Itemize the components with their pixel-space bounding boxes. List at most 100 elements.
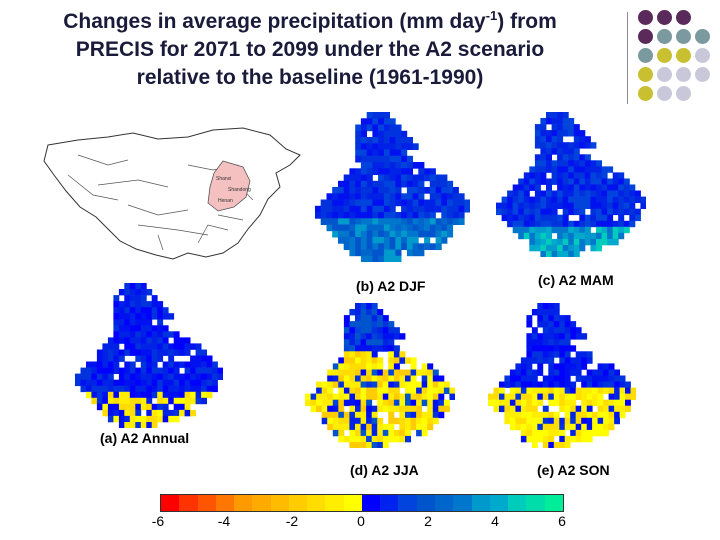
grid-cell bbox=[540, 178, 547, 185]
grid-cell bbox=[435, 187, 442, 194]
grid-cell bbox=[401, 205, 408, 213]
grid-cell bbox=[520, 435, 527, 443]
grid-cell bbox=[124, 409, 131, 417]
grid-cell bbox=[393, 429, 400, 437]
map-label-shandong: Shandong bbox=[228, 187, 251, 193]
grid-cell bbox=[320, 212, 327, 219]
grid-cell bbox=[388, 327, 395, 334]
grid-cell bbox=[366, 143, 373, 150]
grid-cell bbox=[91, 361, 98, 368]
grid-cell bbox=[321, 381, 328, 388]
grid-cell bbox=[113, 355, 120, 362]
grid-cell bbox=[343, 357, 350, 364]
grid-cell bbox=[393, 399, 400, 407]
grid-cell bbox=[452, 187, 459, 194]
grid-cell bbox=[553, 369, 560, 376]
grid-cell bbox=[338, 429, 345, 437]
grid-cell bbox=[529, 178, 536, 185]
grid-cell bbox=[327, 393, 334, 400]
grid-cell bbox=[596, 244, 602, 252]
grid-cell bbox=[190, 391, 196, 399]
grid-cell bbox=[371, 442, 378, 448]
grid-cell bbox=[366, 124, 373, 132]
grid-cell bbox=[388, 375, 395, 382]
grid-cell bbox=[378, 180, 385, 188]
grid-cell bbox=[542, 429, 549, 437]
grid-cell bbox=[338, 193, 345, 200]
grid-cell bbox=[542, 387, 549, 394]
grid-cell bbox=[179, 337, 185, 344]
grid-cell bbox=[590, 196, 597, 203]
grid-cell bbox=[410, 375, 417, 382]
grid-cell bbox=[179, 385, 185, 393]
grid-cell bbox=[399, 417, 406, 425]
grid-cell bbox=[378, 143, 385, 150]
colorbar-tick-label: 2 bbox=[424, 513, 432, 529]
grid-cell bbox=[355, 143, 362, 150]
grid-cell bbox=[412, 174, 419, 182]
grid-cell bbox=[338, 363, 345, 370]
grid-cell bbox=[520, 363, 527, 370]
grid-cell bbox=[80, 379, 87, 387]
grid-cell bbox=[393, 363, 400, 370]
grid-cell bbox=[129, 337, 136, 344]
grid-cell bbox=[168, 385, 175, 393]
grid-cell bbox=[146, 331, 153, 338]
grid-cell bbox=[366, 429, 373, 437]
grid-cell bbox=[537, 321, 544, 328]
grid-cell bbox=[124, 301, 131, 308]
grid-cell bbox=[548, 429, 555, 437]
map-mam bbox=[496, 112, 646, 257]
grid-cell bbox=[401, 193, 408, 200]
grid-cell bbox=[546, 208, 552, 216]
grid-cell bbox=[107, 367, 114, 374]
grid-cell bbox=[568, 166, 575, 173]
grid-cell bbox=[399, 405, 406, 413]
grid-cell bbox=[562, 154, 569, 161]
grid-cell bbox=[546, 178, 552, 185]
grid-cell bbox=[529, 238, 536, 246]
grid-cell bbox=[562, 251, 569, 257]
grid-cell bbox=[579, 184, 586, 191]
grid-cell bbox=[102, 409, 109, 417]
grid-cell bbox=[107, 337, 114, 344]
grid-cell bbox=[355, 417, 361, 425]
grid-cell bbox=[377, 309, 384, 316]
grid-cell bbox=[372, 212, 379, 219]
grid-cell bbox=[564, 339, 571, 346]
grid-cell bbox=[546, 214, 552, 222]
grid-cell bbox=[608, 417, 615, 425]
grid-cell bbox=[551, 130, 558, 137]
grid-cell bbox=[305, 399, 311, 407]
grid-cell bbox=[355, 442, 361, 448]
grid-cell bbox=[601, 202, 608, 209]
grid-cell bbox=[501, 202, 508, 209]
grid-cell bbox=[629, 214, 636, 222]
grid-cell bbox=[418, 224, 425, 232]
grid-cell bbox=[107, 397, 114, 405]
grid-cell bbox=[590, 142, 597, 149]
grid-cell bbox=[395, 180, 402, 188]
grid-cell bbox=[584, 190, 591, 197]
grid-cell bbox=[157, 367, 164, 374]
grid-cell bbox=[389, 255, 396, 262]
grid-cell bbox=[432, 387, 439, 394]
grid-cell bbox=[366, 303, 373, 310]
grid-cell bbox=[140, 337, 147, 344]
grid-cell bbox=[349, 174, 356, 182]
grid-cell bbox=[371, 381, 378, 388]
grid-cell bbox=[371, 411, 378, 419]
grid-cell bbox=[366, 309, 373, 316]
grid-cell bbox=[129, 301, 136, 308]
grid-cell bbox=[432, 399, 439, 407]
grid-cell bbox=[570, 327, 577, 334]
grid-cell bbox=[378, 149, 385, 157]
grid-cell bbox=[504, 393, 511, 400]
grid-cell bbox=[377, 399, 384, 407]
grid-cell bbox=[371, 369, 378, 376]
grid-cell bbox=[96, 379, 103, 387]
grid-cell bbox=[332, 405, 339, 413]
grid-cell bbox=[201, 391, 207, 399]
grid-cell bbox=[564, 423, 571, 431]
grid-cell bbox=[388, 405, 395, 413]
